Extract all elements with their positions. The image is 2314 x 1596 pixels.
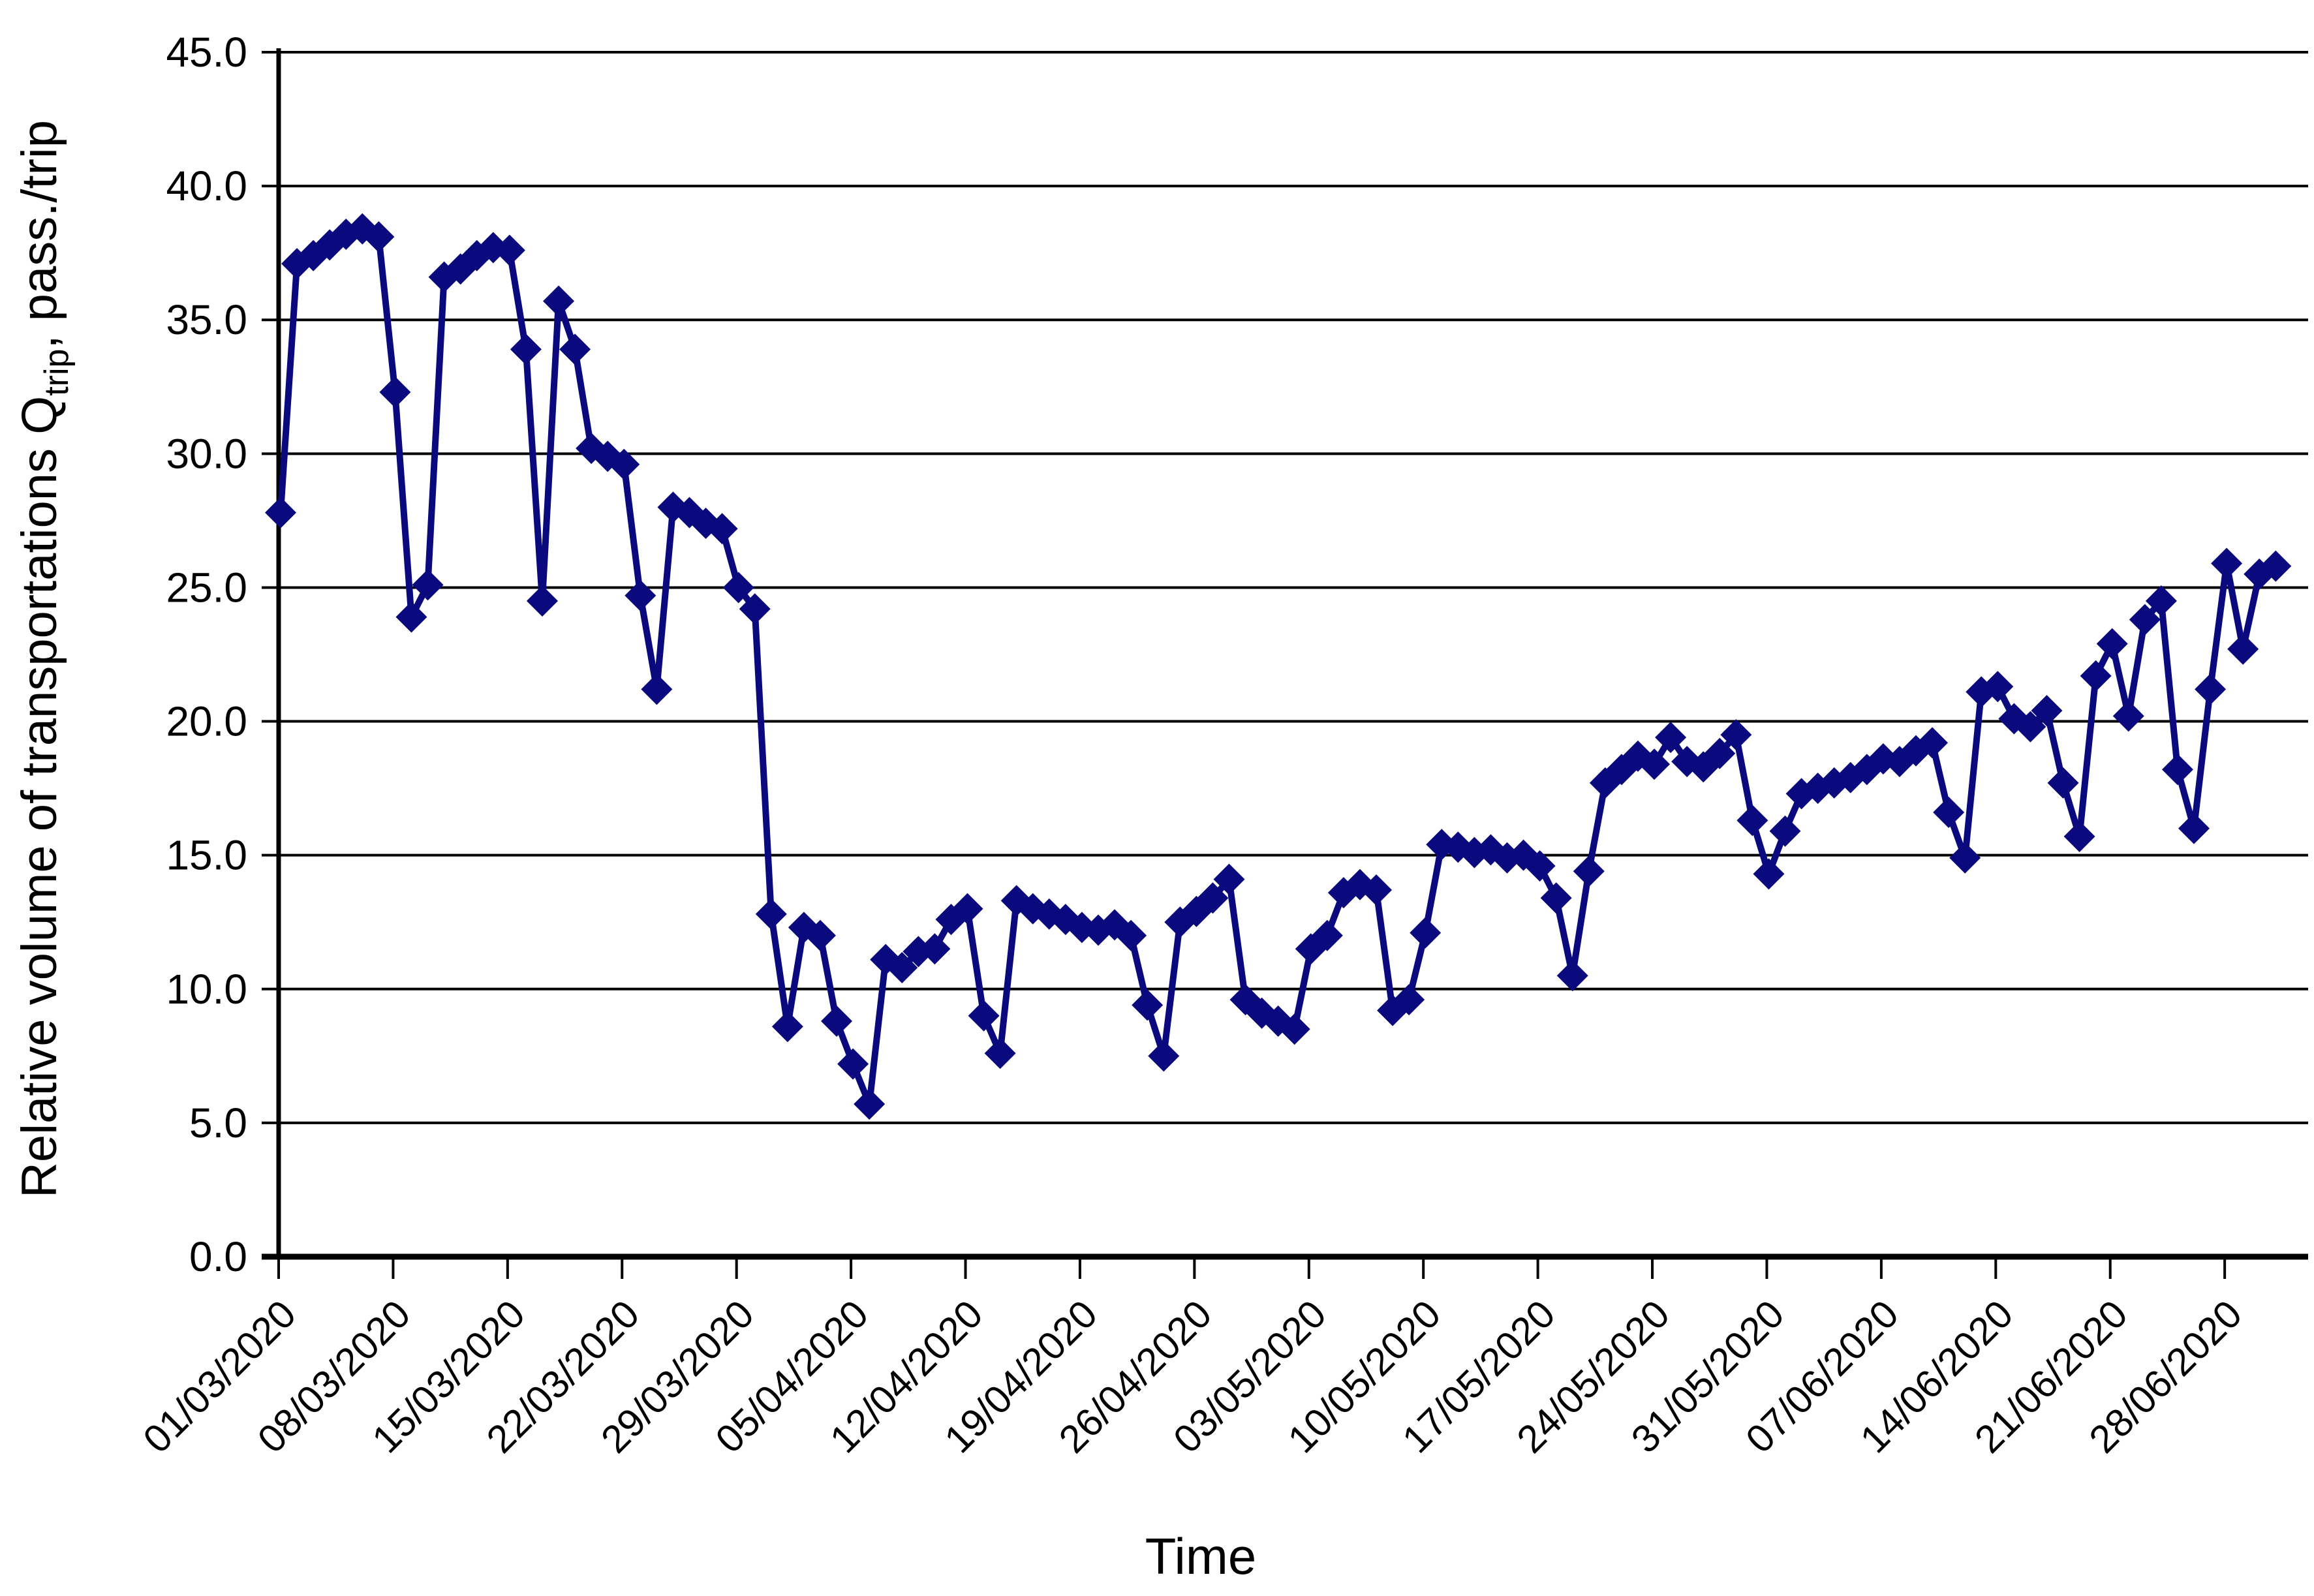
y-tick-label: 40.0 — [166, 162, 247, 209]
data-point — [608, 448, 640, 480]
data-point — [2031, 695, 2063, 727]
data-point — [1197, 882, 1229, 914]
y-axis-title: Relative volume of transportations Qtrip… — [12, 120, 76, 1198]
data-point — [1556, 960, 1588, 992]
data-point — [1115, 919, 1147, 951]
data-point — [2161, 754, 2193, 786]
data-point — [837, 1048, 869, 1080]
data-point — [1213, 863, 1245, 895]
data-point — [1704, 737, 1736, 769]
data-point — [1410, 917, 1442, 949]
data-point — [951, 893, 983, 925]
data-point — [1655, 722, 1687, 754]
data-point — [722, 572, 754, 604]
y-tick-label: 10.0 — [166, 966, 247, 1013]
data-point — [559, 333, 591, 365]
y-tick-label: 35.0 — [166, 296, 247, 343]
data-point — [395, 601, 427, 633]
data-point — [804, 919, 836, 951]
data-point — [1949, 842, 1981, 874]
y-tick-label: 25.0 — [166, 564, 247, 611]
data-point — [1278, 1013, 1310, 1045]
data-point — [919, 933, 951, 965]
data-point — [1639, 748, 1671, 780]
data-point — [641, 673, 673, 705]
data-point — [1132, 989, 1164, 1021]
data-point — [2112, 700, 2144, 732]
data-point — [493, 234, 525, 266]
data-point — [2096, 628, 2128, 660]
series-line — [277, 225, 2277, 1108]
y-tick-label: 0.0 — [189, 1233, 247, 1280]
data-point — [2260, 550, 2292, 582]
data-point — [1933, 797, 1965, 829]
data-point — [2047, 767, 2079, 799]
y-tick-label: 5.0 — [189, 1099, 247, 1146]
data-point — [363, 221, 395, 253]
data-point — [755, 898, 787, 930]
data-point — [1573, 855, 1605, 887]
data-point — [2195, 673, 2227, 705]
data-point — [379, 376, 411, 408]
data-point — [1524, 850, 1556, 882]
data-point — [821, 1005, 853, 1037]
data-point — [739, 593, 771, 625]
data-point — [1311, 919, 1343, 951]
data-point — [1917, 727, 1949, 759]
data-point — [543, 285, 575, 317]
data-point — [968, 1000, 1000, 1032]
data-point — [2178, 812, 2210, 844]
data-point — [2145, 585, 2177, 617]
data-point — [886, 951, 918, 983]
data-point — [1148, 1040, 1180, 1072]
data-point — [1393, 984, 1425, 1016]
data-point — [1736, 805, 1768, 836]
data-point — [1982, 671, 2014, 703]
x-axis-title: Time — [1145, 1527, 1256, 1585]
data-point — [265, 497, 296, 529]
data-point — [526, 585, 558, 617]
y-tick-label: 15.0 — [166, 832, 247, 879]
data-point — [412, 569, 444, 601]
y-tick-label: 45.0 — [166, 29, 247, 76]
data-point — [854, 1088, 886, 1120]
data-point — [625, 579, 656, 611]
data-point — [984, 1037, 1016, 1069]
data-point — [771, 1011, 803, 1043]
data-point — [706, 513, 738, 545]
data-point — [2129, 604, 2161, 636]
y-tick-label: 20.0 — [166, 698, 247, 745]
data-point — [510, 333, 542, 365]
data-point — [1753, 858, 1785, 890]
data-point — [2063, 820, 2095, 852]
data-point — [2211, 547, 2243, 579]
data-point — [2014, 711, 2046, 743]
data-point — [1540, 882, 1572, 914]
data-point — [1769, 815, 1801, 847]
data-point — [1720, 719, 1752, 751]
data-point — [1361, 874, 1393, 906]
y-tick-label: 30.0 — [166, 430, 247, 477]
data-point — [2080, 660, 2112, 692]
data-point — [2227, 633, 2259, 665]
